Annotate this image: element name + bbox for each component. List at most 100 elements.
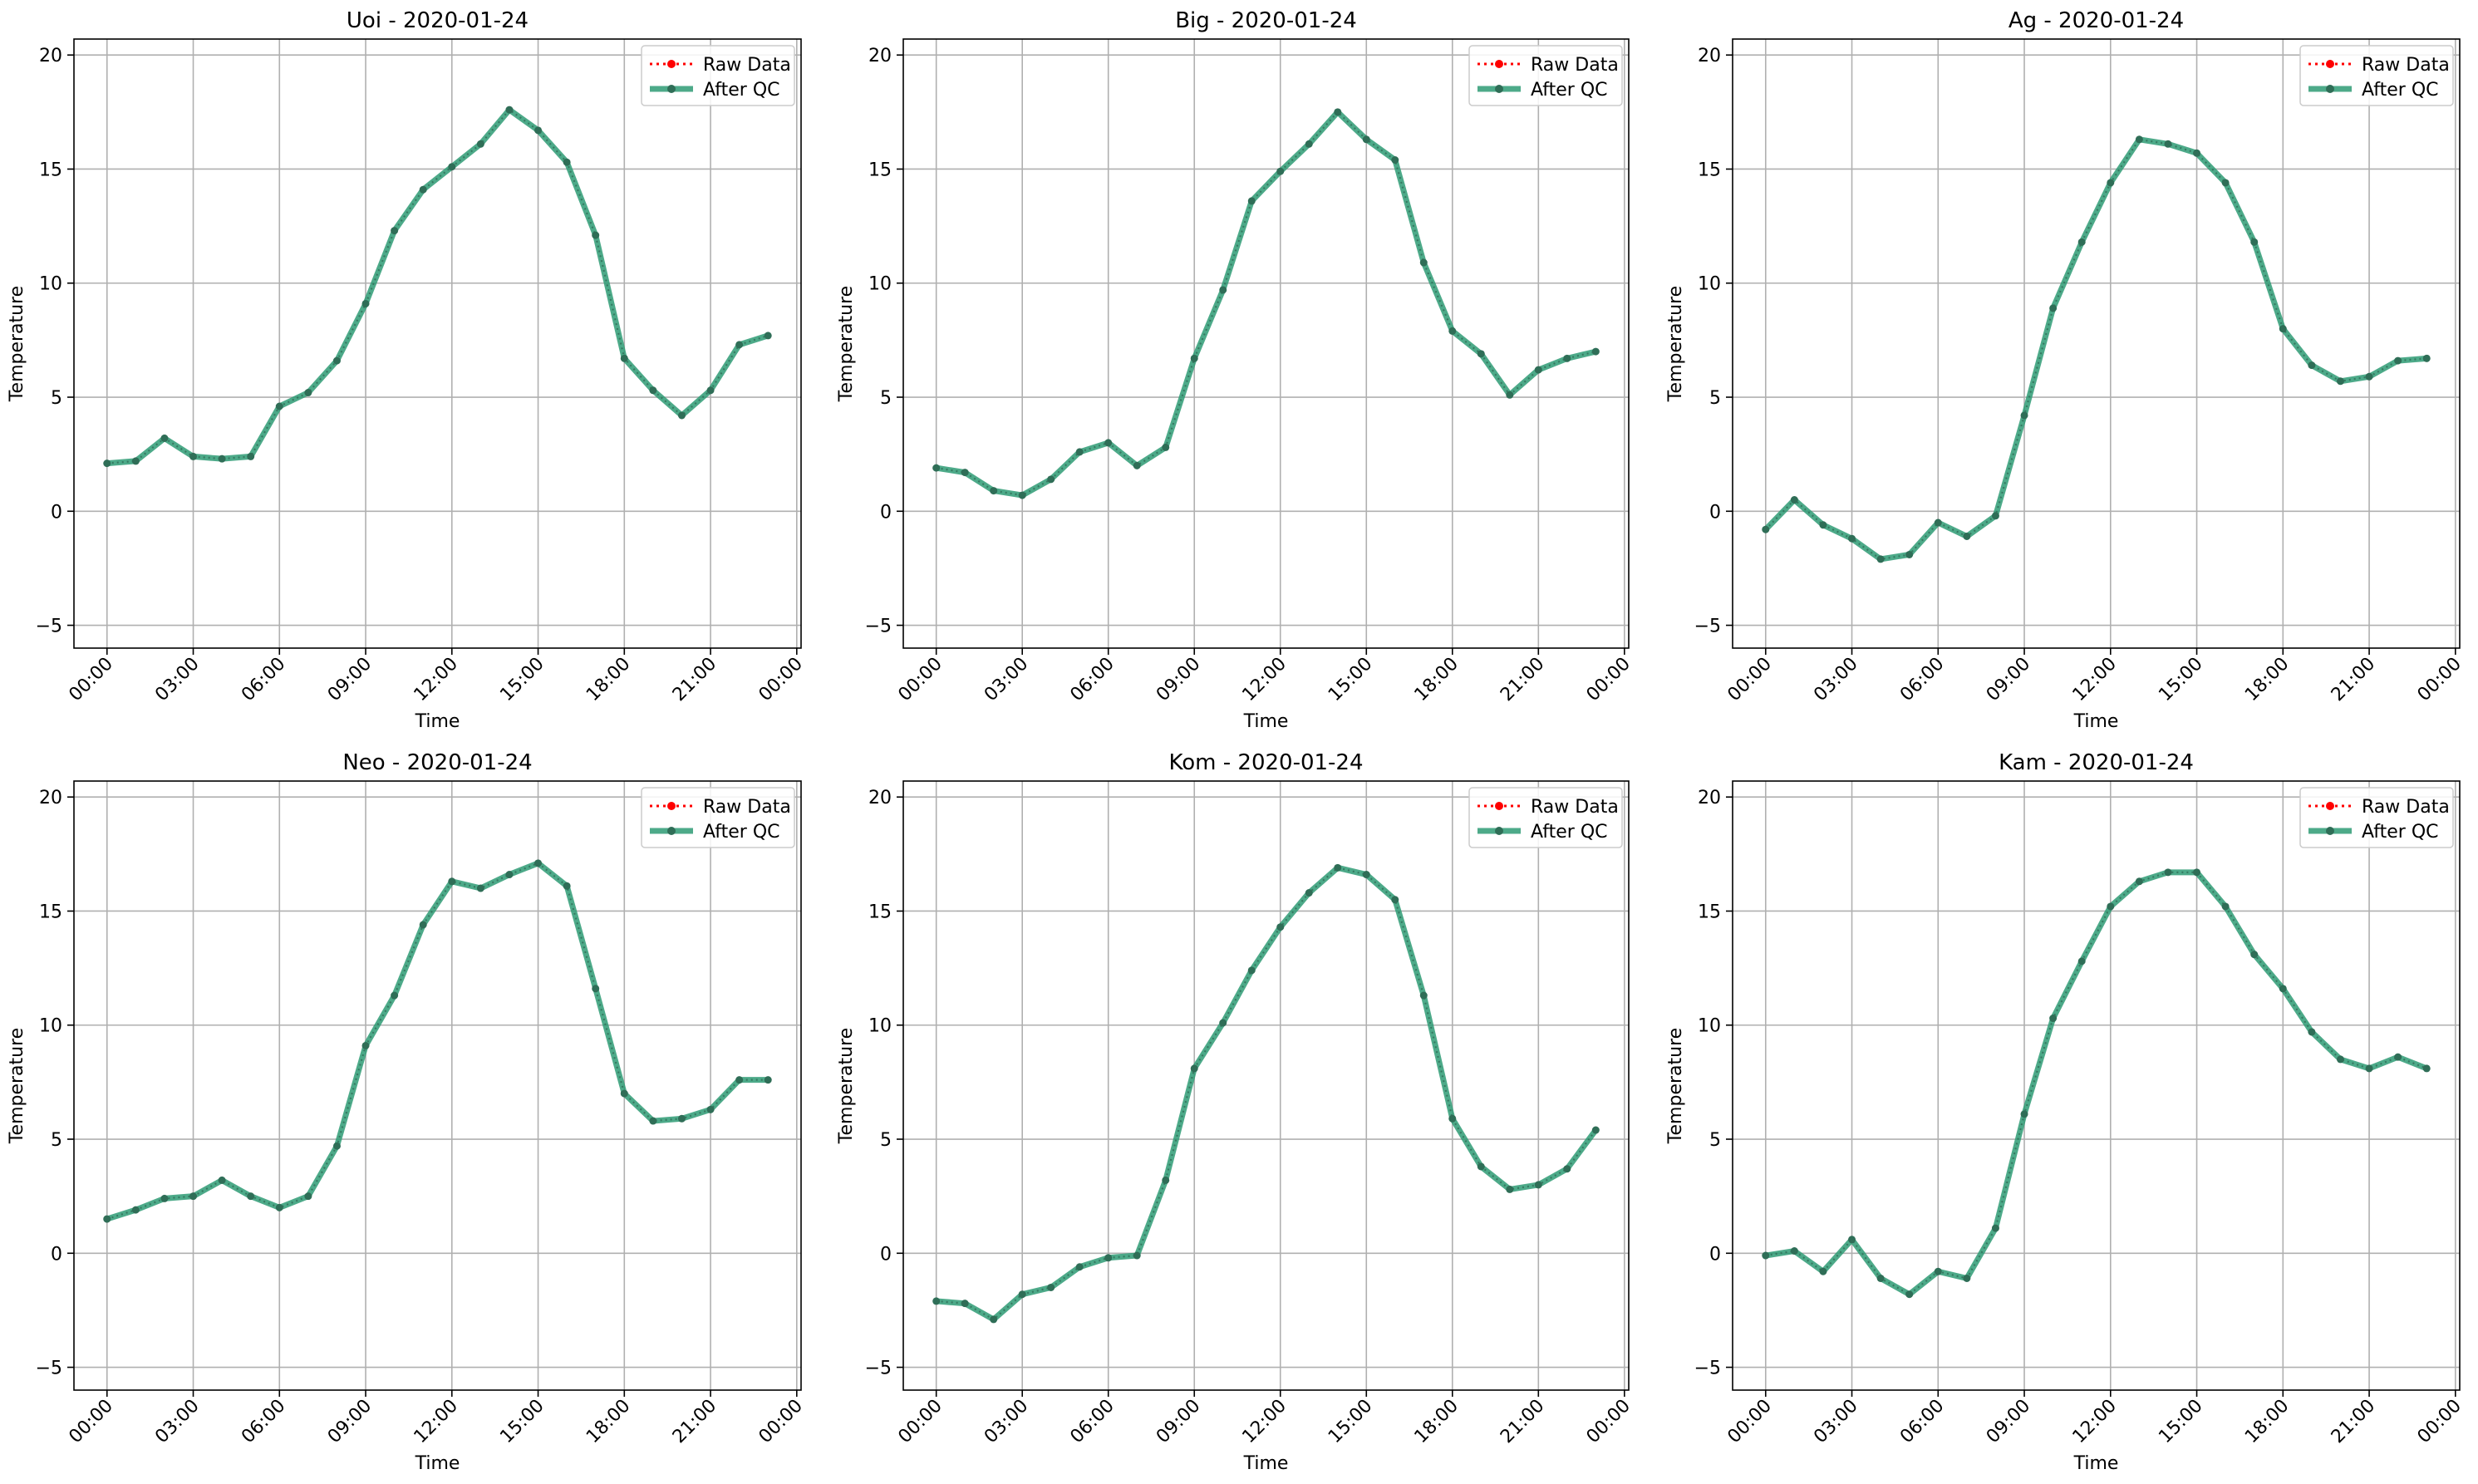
y-axis-label: Temperature [1665, 286, 1686, 402]
y-tick-label: 10 [39, 1016, 62, 1037]
point-after-qc [476, 140, 484, 148]
y-tick-label: 15 [39, 160, 62, 180]
y-tick-label: −5 [36, 617, 62, 637]
legend-marker-raw-data [1495, 802, 1503, 810]
x-tick-label: 18:00 [583, 654, 635, 706]
x-tick-label: 03:00 [151, 1396, 204, 1448]
x-tick-label: 09:00 [1153, 654, 1205, 706]
point-after-qc [218, 1176, 226, 1184]
y-tick-label: 20 [39, 46, 62, 66]
legend-label-after-qc: After QC [2362, 822, 2439, 843]
y-tick-label: 15 [1698, 160, 1721, 180]
y-tick-label: 10 [39, 274, 62, 295]
x-tick-label: 09:00 [1983, 654, 2035, 706]
legend-label-raw-data: Raw Data [2362, 55, 2450, 76]
point-after-qc [1563, 1165, 1571, 1173]
series-line-after-qc [1765, 869, 2428, 1298]
point-after-qc [1876, 555, 1885, 563]
y-tick-label: 10 [1698, 1016, 1721, 1037]
point-after-qc [1334, 108, 1342, 116]
point-after-qc [1391, 896, 1399, 904]
point-after-qc [1219, 1019, 1227, 1027]
chart-title: Kam - 2020-01-24 [1999, 750, 2194, 775]
point-after-qc [1247, 966, 1256, 975]
x-tick-label: 06:00 [1066, 654, 1119, 706]
chart-panel-3: Ag - 2020-01-24 −5 0 5 10 15 20 00:00 03:00 06:00… [1665, 8, 2466, 732]
x-tick-label: 21:00 [2328, 654, 2380, 706]
point-after-qc [2049, 304, 2058, 312]
point-after-qc [1448, 1114, 1457, 1123]
x-tick-label: 09:00 [324, 654, 376, 706]
chart-panel-4: Neo - 2020-01-24 −5 0 5 10 15 20 00:00 03:00 06:0… [7, 750, 807, 1474]
x-tick-label: 00:00 [755, 654, 808, 706]
chart-title: Ag - 2020-01-24 [2008, 8, 2184, 33]
y-tick-label: 0 [880, 1244, 892, 1265]
x-tick-label: 06:00 [238, 1396, 290, 1448]
chart-title: Uoi - 2020-01-24 [347, 8, 529, 33]
axes-frame [902, 780, 1630, 1391]
point-after-qc [391, 227, 399, 235]
point-after-qc [505, 871, 514, 879]
x-tick-label: 21:00 [2328, 1396, 2380, 1448]
point-after-qc [2164, 140, 2172, 148]
y-tick-label: 5 [1709, 388, 1721, 409]
x-tick-label: 12:00 [2069, 1396, 2122, 1448]
x-tick-label: 03:00 [981, 654, 1033, 706]
y-tick-label: 20 [1698, 788, 1721, 808]
point-after-qc [706, 1105, 715, 1113]
y-tick-label: 0 [51, 502, 62, 523]
x-axis-label: Time [1243, 711, 1289, 732]
axes-frame [73, 38, 802, 649]
series-line-raw-data [1764, 138, 2427, 561]
legend-marker-after-qc [667, 85, 676, 93]
point-after-qc [1018, 491, 1026, 499]
point-after-qc [1905, 1290, 1914, 1299]
axes-frame [1732, 780, 2461, 1391]
y-tick-label: 20 [1698, 46, 1721, 66]
point-after-qc [592, 985, 600, 993]
point-after-qc [1563, 354, 1571, 362]
series-line-after-qc [1763, 136, 2427, 563]
y-tick-label: 0 [51, 1244, 62, 1265]
point-after-qc [448, 877, 456, 886]
legend-label-after-qc: After QC [1531, 822, 1608, 843]
x-tick-label: 18:00 [2241, 1396, 2294, 1448]
axes-frame [902, 38, 1630, 649]
x-tick-label: 15:00 [2155, 654, 2207, 706]
y-axis-label: Temperature [836, 1028, 857, 1144]
series-line-after-qc [106, 106, 769, 467]
x-tick-label: 00:00 [894, 1396, 946, 1448]
point-after-qc [2077, 238, 2086, 246]
series-line-after-qc [936, 109, 1597, 499]
series-line-after-qc [106, 860, 769, 1222]
y-tick-label: −5 [865, 1359, 892, 1379]
x-axis-label: Time [415, 711, 460, 732]
point-after-qc [304, 1192, 312, 1201]
y-axis-label: Temperature [836, 286, 857, 402]
chart-panel-6: Kam - 2020-01-24 −5 0 5 10 15 20 00:00 03:00 06:0… [1665, 750, 2466, 1474]
legend-label-after-qc: After QC [703, 822, 780, 843]
point-after-qc [1591, 1126, 1600, 1134]
y-tick-label: 20 [868, 46, 892, 66]
point-after-qc [592, 231, 600, 239]
x-tick-label: 00:00 [1583, 654, 1635, 706]
x-tick-label: 00:00 [894, 654, 946, 706]
x-tick-label: 06:00 [238, 654, 290, 706]
x-tick-label: 00:00 [2414, 1396, 2466, 1448]
legend-label-raw-data: Raw Data [703, 55, 791, 76]
x-tick-label: 21:00 [669, 654, 721, 706]
y-tick-label: 10 [868, 1016, 892, 1037]
point-after-qc [1534, 366, 1542, 374]
point-after-qc [1448, 327, 1457, 335]
x-tick-label: 15:00 [496, 1396, 548, 1448]
point-after-qc [2422, 354, 2431, 362]
y-tick-label: −5 [1694, 617, 1721, 637]
x-tick-label: 00:00 [1724, 1396, 1777, 1448]
point-after-qc [505, 106, 514, 114]
legend-marker-raw-data [2326, 60, 2334, 68]
x-tick-label: 06:00 [1896, 1396, 1949, 1448]
point-after-qc [189, 452, 198, 460]
point-after-qc [735, 341, 744, 349]
chart-panel-5: Kom - 2020-01-24 −5 0 5 10 15 20 00:00 03:00 06:0… [836, 750, 1635, 1474]
point-after-qc [1047, 1283, 1055, 1291]
